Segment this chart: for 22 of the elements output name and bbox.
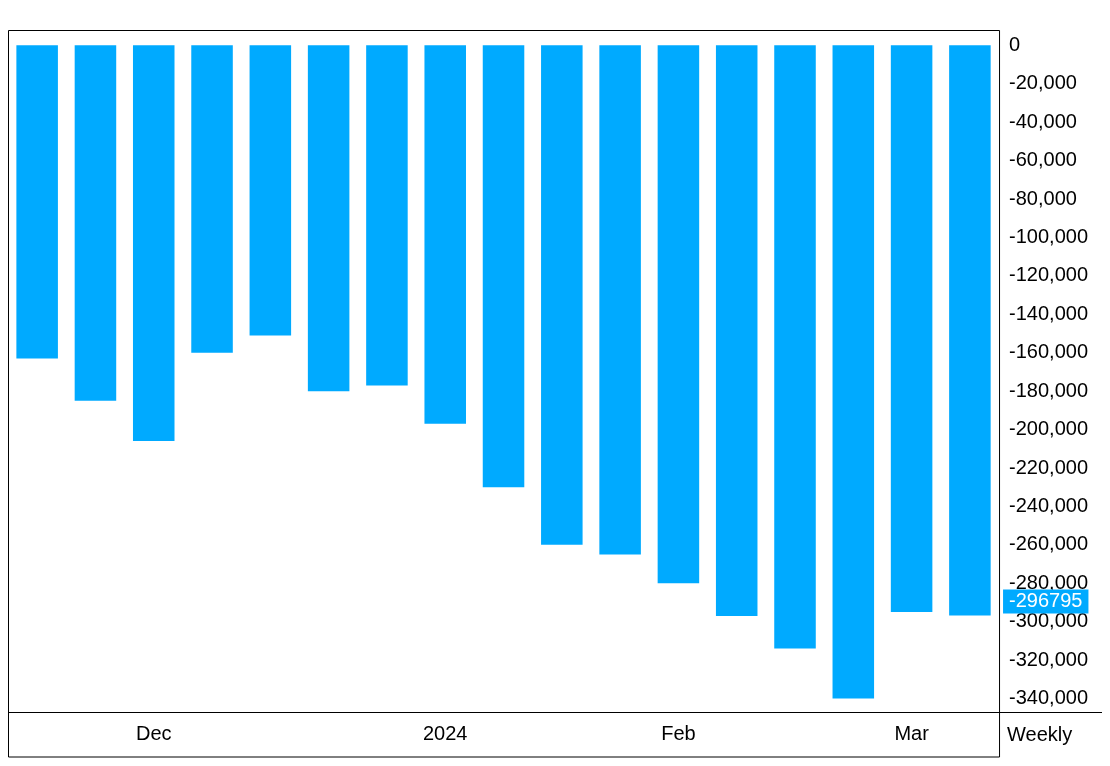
- y-tick-label: -40,000: [1009, 109, 1077, 132]
- x-tick-label: Mar: [894, 721, 930, 744]
- y-tick-label: -320,000: [1009, 647, 1089, 670]
- y-tick-label: -60,000: [1009, 148, 1077, 171]
- x-tick-label: 2024: [422, 721, 468, 744]
- y-tick-label: -80,000: [1009, 186, 1077, 209]
- y-tick-label: -120,000: [1009, 263, 1089, 286]
- y-tick-label: -220,000: [1009, 455, 1089, 478]
- text: Weekly: [1007, 722, 1073, 745]
- y-tick-label: -260,000: [1009, 532, 1089, 555]
- y-tick-label: -180,000: [1009, 378, 1089, 401]
- y-tick-label: -340,000: [1009, 686, 1089, 709]
- y-tick-label: -240,000: [1009, 493, 1089, 516]
- y-tick-label: -100,000: [1009, 225, 1089, 247]
- y-tick-label: -200,000: [1009, 417, 1089, 440]
- x-tick-label: Dec: [135, 721, 172, 744]
- y-tick-label: -20,000: [1009, 71, 1077, 94]
- y-tick-label: -160,000: [1009, 340, 1089, 363]
- y-tick-label: -140,000: [1009, 301, 1089, 324]
- x-tick-label: Feb: [661, 721, 696, 744]
- y-tick-label: 0: [1009, 32, 1021, 55]
- y-tick-label: -300,000: [1009, 609, 1089, 632]
